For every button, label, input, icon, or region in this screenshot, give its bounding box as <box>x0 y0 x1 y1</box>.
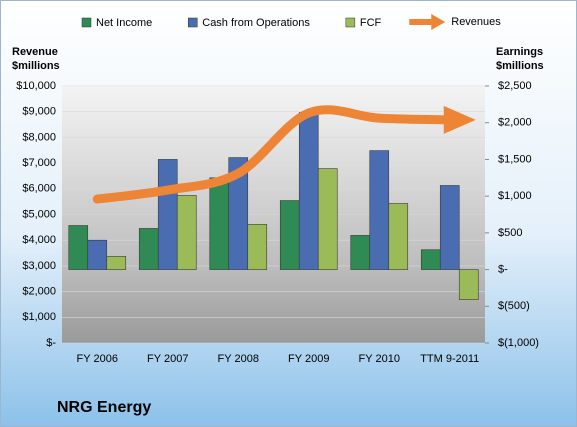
y2-tick-label: $2,500 <box>498 80 532 92</box>
y-tick-label: $6,000 <box>22 183 56 195</box>
y-tick-label: $2,000 <box>22 286 56 298</box>
y2-tick-label: $2,000 <box>498 117 532 129</box>
legend-swatch <box>81 17 92 28</box>
bar <box>228 157 249 270</box>
y-tick-label: $9,000 <box>22 106 56 118</box>
bar <box>439 185 460 270</box>
bar <box>350 235 371 270</box>
x-tick-label: FY 2009 <box>288 353 329 365</box>
x-tick-label: FY 2006 <box>77 353 118 365</box>
y-tick-label: $3,000 <box>22 260 56 272</box>
bar <box>176 195 197 270</box>
bar <box>388 203 409 270</box>
bar <box>279 200 300 270</box>
chart-title: NRG Energy <box>57 399 151 416</box>
x-tick-label: TTM 9-2011 <box>420 353 479 365</box>
y-tick-label: $5,000 <box>22 208 56 220</box>
bar <box>420 249 441 270</box>
y-tick-label: $4,000 <box>22 234 56 246</box>
bar <box>106 256 127 270</box>
y-tick-label: $8,000 <box>22 131 56 143</box>
line-arrowhead <box>443 105 476 134</box>
bar <box>298 112 319 270</box>
legend-label: FCF <box>360 17 382 29</box>
bar <box>209 177 230 270</box>
bar <box>317 168 338 270</box>
bar <box>458 269 479 300</box>
legend-label: Revenues <box>451 16 501 28</box>
y2-tick-label: $(1,000) <box>498 337 539 349</box>
legend-swatch <box>345 17 356 28</box>
x-tick-label: FY 2010 <box>359 353 400 365</box>
x-tick-label: FY 2008 <box>218 353 259 365</box>
y-axis-title: Revenue $millions <box>12 46 60 72</box>
y2-tick-label: $1,000 <box>498 190 532 202</box>
x-tick-label: FY 2007 <box>147 353 188 365</box>
y2-tick-label: $500 <box>498 227 522 239</box>
bar <box>87 239 108 270</box>
legend-swatch <box>431 14 446 30</box>
y-tick-label: $- <box>46 337 56 349</box>
y-tick-label: $1,000 <box>22 311 56 323</box>
legend-label: Cash from Operations <box>202 17 310 29</box>
bar <box>247 224 268 270</box>
bar <box>68 225 89 270</box>
bar <box>157 159 178 270</box>
y-tick-label: $10,000 <box>16 80 56 92</box>
legend-label: Net Income <box>96 17 152 29</box>
y2-tick-label: $- <box>498 263 508 275</box>
y2-axis-title: Earnings $millions <box>496 46 544 72</box>
bar <box>138 228 159 270</box>
y-tick-label: $7,000 <box>22 157 56 169</box>
bar <box>369 150 390 270</box>
line-series <box>92 105 455 204</box>
y2-tick-label: $1,500 <box>498 153 532 165</box>
legend-swatch <box>188 17 198 28</box>
y2-tick-label: $(500) <box>498 300 530 312</box>
